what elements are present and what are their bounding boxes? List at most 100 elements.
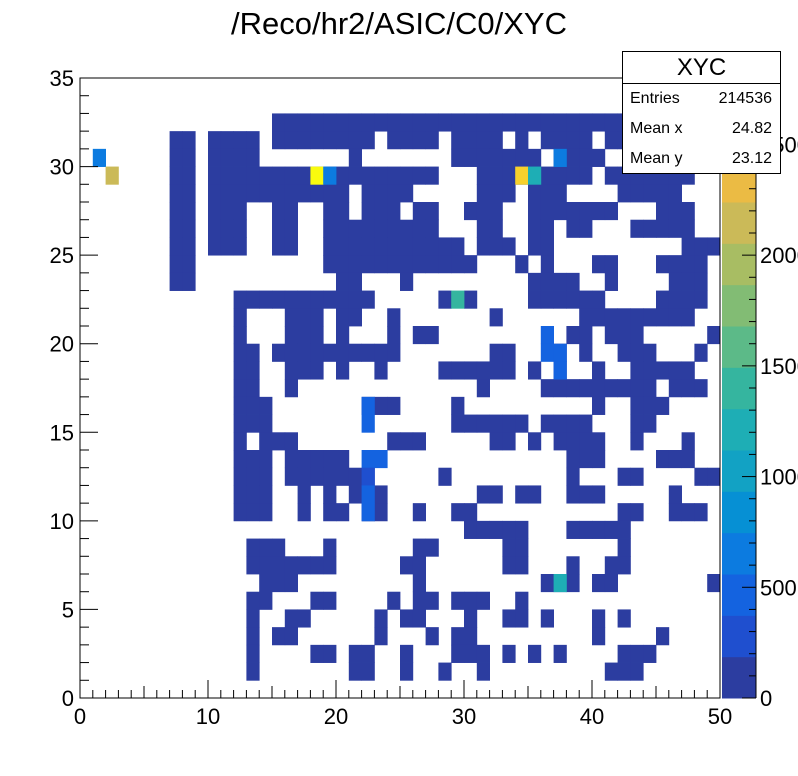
heatmap-cell <box>464 503 478 522</box>
heatmap-cell <box>451 396 465 415</box>
heatmap-cell <box>297 361 311 380</box>
colorbar-band <box>722 491 756 534</box>
heatmap-cell <box>233 202 247 221</box>
heatmap-cell <box>361 166 375 185</box>
heatmap-cell <box>681 503 695 522</box>
heatmap-cell <box>540 379 554 398</box>
heatmap-cell <box>169 131 183 150</box>
heatmap-cell <box>323 503 337 522</box>
heatmap-cell <box>553 202 567 221</box>
y-tick-label: 35 <box>50 66 74 91</box>
heatmap-cell-highlight <box>451 290 465 309</box>
heatmap-cell <box>489 520 503 539</box>
colorbar-label: 500 <box>760 575 797 600</box>
heatmap-cell <box>528 272 542 291</box>
heatmap-cell <box>489 432 503 451</box>
heatmap-cell <box>656 219 670 238</box>
heatmap-cell <box>617 467 631 486</box>
heatmap-cell <box>233 166 247 185</box>
heatmap-cell <box>540 166 554 185</box>
heatmap-cell <box>566 414 580 433</box>
heatmap-cell <box>233 343 247 362</box>
heatmap-cell <box>476 148 490 167</box>
heatmap-cell <box>668 184 682 203</box>
heatmap-cell <box>233 131 247 150</box>
heatmap-cell <box>412 432 426 451</box>
heatmap-cell <box>400 255 414 274</box>
heatmap-cell <box>323 202 337 221</box>
heatmap-cell <box>502 556 516 575</box>
heatmap-cell <box>553 290 567 309</box>
heatmap-cell <box>374 202 388 221</box>
heatmap-cell-highlight <box>361 503 375 522</box>
x-tick-label: 20 <box>324 704 348 729</box>
heatmap-cell-highlight <box>540 326 554 345</box>
colorbar-band <box>722 532 756 575</box>
heatmap-cell <box>489 343 503 362</box>
heatmap-cell <box>656 290 670 309</box>
heatmap-cell <box>246 662 260 681</box>
heatmap-cell <box>464 644 478 663</box>
heatmap-cell <box>246 644 260 663</box>
heatmap-cell <box>489 131 503 150</box>
heatmap-cell <box>617 379 631 398</box>
heatmap-cell <box>604 255 618 274</box>
colorbar-band <box>722 243 756 286</box>
heatmap-cell <box>566 166 580 185</box>
heatmap-cell <box>259 538 273 557</box>
heatmap-cell <box>540 184 554 203</box>
heatmap-cell <box>387 432 401 451</box>
heatmap-cell <box>297 184 311 203</box>
heatmap-cell <box>694 467 708 486</box>
heatmap-cell <box>284 343 298 362</box>
heatmap-cell <box>297 467 311 486</box>
heatmap-cell <box>169 255 183 274</box>
heatmap-cell <box>233 396 247 415</box>
heatmap-cell <box>464 627 478 646</box>
heatmap-cell <box>400 166 414 185</box>
heatmap-cell <box>323 644 337 663</box>
heatmap-cell <box>515 414 529 433</box>
heatmap-cell <box>425 166 439 185</box>
heatmap-cell <box>272 432 286 451</box>
heatmap-cell <box>284 432 298 451</box>
heatmap-cell <box>643 308 657 327</box>
heatmap-cell <box>323 237 337 256</box>
heatmap-cell <box>272 237 286 256</box>
heatmap-cell <box>336 113 350 132</box>
heatmap-cell <box>656 184 670 203</box>
heatmap-cell <box>540 219 554 238</box>
heatmap-cell-highlight <box>361 450 375 469</box>
heatmap-cell <box>553 184 567 203</box>
stats-box: XYC Entries 214536 Mean x 24.82 Mean y 2… <box>622 51 781 174</box>
heatmap-cell <box>259 556 273 575</box>
heatmap-cell <box>617 503 631 522</box>
heatmap-cell <box>579 520 593 539</box>
heatmap-cell <box>272 113 286 132</box>
colorbar-label: 1500 <box>760 354 798 379</box>
heatmap-cell <box>566 202 580 221</box>
heatmap-cell <box>438 662 452 681</box>
heatmap-cell <box>400 644 414 663</box>
heatmap-cell <box>169 237 183 256</box>
heatmap-cell <box>528 290 542 309</box>
heatmap-cell <box>476 591 490 610</box>
heatmap-cell <box>208 131 222 150</box>
heatmap-cell <box>361 219 375 238</box>
heatmap-cell <box>323 219 337 238</box>
heatmap-cell <box>348 485 362 504</box>
heatmap-cell <box>246 591 260 610</box>
heatmap-cell <box>681 308 695 327</box>
stats-value: 214536 <box>718 90 772 107</box>
heatmap-cell <box>476 219 490 238</box>
heatmap-cell <box>361 662 375 681</box>
heatmap-cell <box>502 538 516 557</box>
heatmap-cell <box>617 644 631 663</box>
y-tick-label: 0 <box>62 686 74 711</box>
heatmap-cell <box>323 467 337 486</box>
heatmap-cell <box>284 219 298 238</box>
heatmap-cell <box>400 184 414 203</box>
y-tick-label: 10 <box>50 509 74 534</box>
heatmap-cell <box>323 113 337 132</box>
